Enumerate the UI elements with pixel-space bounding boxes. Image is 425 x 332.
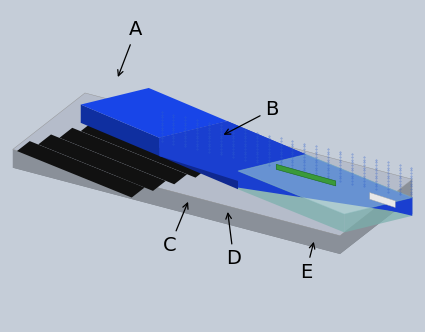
Polygon shape [370, 193, 395, 208]
Polygon shape [38, 134, 166, 191]
Text: A: A [118, 20, 143, 76]
Polygon shape [238, 171, 412, 214]
Polygon shape [276, 164, 336, 186]
Polygon shape [17, 141, 144, 198]
Text: B: B [225, 100, 279, 134]
Polygon shape [159, 138, 412, 216]
Text: D: D [226, 213, 241, 269]
Polygon shape [60, 128, 187, 184]
Polygon shape [13, 111, 412, 254]
Text: E: E [300, 243, 315, 282]
Polygon shape [159, 121, 306, 171]
Polygon shape [81, 121, 208, 178]
Polygon shape [81, 88, 227, 138]
Polygon shape [81, 105, 159, 156]
Polygon shape [238, 154, 412, 214]
Text: C: C [163, 203, 188, 255]
Polygon shape [159, 121, 412, 198]
Polygon shape [238, 171, 344, 232]
Polygon shape [13, 93, 412, 236]
Polygon shape [159, 138, 238, 189]
Polygon shape [340, 179, 412, 254]
Polygon shape [344, 198, 412, 232]
Polygon shape [13, 149, 340, 254]
